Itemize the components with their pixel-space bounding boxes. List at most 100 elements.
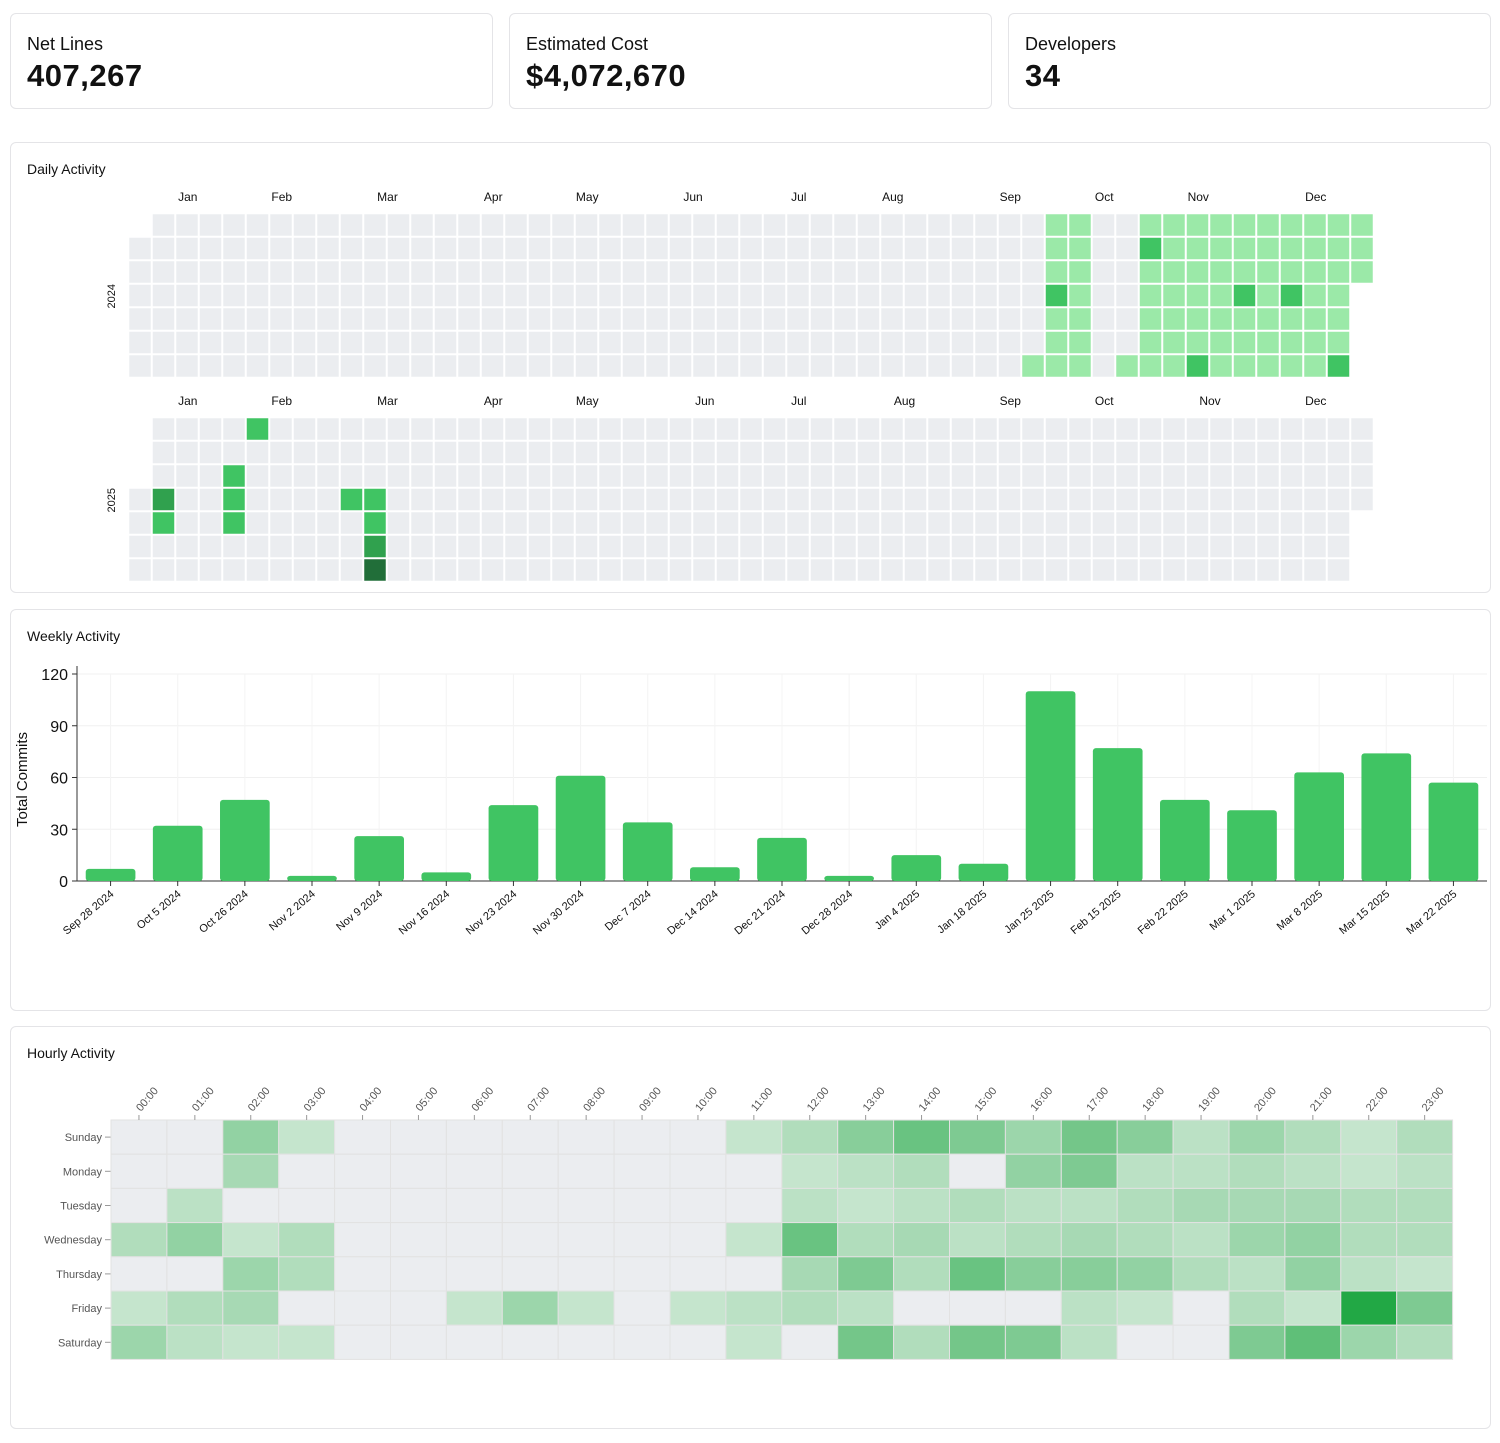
day-cell	[1186, 237, 1209, 260]
day-cell	[551, 488, 575, 511]
day-cell	[175, 464, 199, 488]
day-cell	[222, 307, 246, 331]
col-label: 16:00	[1028, 1085, 1055, 1114]
day-cell	[551, 331, 575, 354]
y-axis-label: Total Commits	[14, 732, 31, 827]
day-cell	[786, 558, 810, 582]
day-cell	[974, 213, 998, 237]
day-cell	[363, 558, 387, 582]
day-cell	[1092, 331, 1115, 354]
day-cell	[575, 354, 598, 378]
day-cell	[622, 213, 645, 237]
day-cell	[692, 260, 716, 284]
month-label: Sep	[1000, 190, 1022, 204]
hour-cell	[613, 1153, 671, 1189]
day-cell	[481, 284, 504, 307]
day-cell	[1115, 441, 1139, 464]
day-cell	[269, 488, 293, 511]
day-cell	[1233, 535, 1256, 558]
day-cell	[269, 417, 293, 441]
day-cell	[645, 464, 669, 488]
hour-cell	[1004, 1153, 1062, 1189]
day-cell	[1327, 441, 1350, 464]
y-tick-label: 120	[41, 667, 68, 684]
day-cell	[998, 558, 1021, 582]
hour-cell	[278, 1256, 336, 1292]
y-tick-label: 60	[50, 771, 68, 788]
day-cell	[904, 511, 927, 535]
day-cell	[551, 354, 575, 378]
hour-cell	[334, 1119, 392, 1155]
month-label: Aug	[882, 190, 903, 204]
x-tick-label: Nov 16 2024	[397, 888, 453, 937]
day-cell	[246, 441, 269, 464]
day-cell	[316, 558, 340, 582]
x-tick-label: Oct 26 2024	[197, 888, 251, 936]
day-cell	[551, 417, 575, 441]
daily-activity-title: Daily Activity	[27, 161, 106, 177]
hour-cell	[669, 1153, 727, 1189]
hour-cell	[1228, 1119, 1286, 1155]
day-cell	[716, 441, 739, 464]
day-cell	[457, 354, 481, 378]
day-cell	[763, 284, 786, 307]
day-cell	[152, 511, 175, 535]
day-cell	[175, 284, 199, 307]
col-label: 21:00	[1308, 1085, 1335, 1114]
day-cell	[199, 488, 222, 511]
x-tick-label: Mar 1 2025	[1208, 888, 1258, 933]
day-cell	[598, 284, 622, 307]
hour-cell	[781, 1290, 839, 1326]
col-label: 01:00	[190, 1085, 217, 1114]
hourly-activity-heatmap: Sunday Monday Tuesday Wednesday Thursday Frid…	[44, 1085, 1454, 1360]
day-cell	[833, 535, 857, 558]
day-cell	[434, 213, 457, 237]
day-cell	[152, 417, 175, 441]
day-cell	[1350, 213, 1374, 237]
day-cell	[434, 417, 457, 441]
day-cell	[1327, 535, 1350, 558]
day-cell	[293, 488, 316, 511]
day-cell	[387, 354, 410, 378]
day-cell	[1092, 535, 1115, 558]
day-cell	[1303, 307, 1327, 331]
month-label: Apr	[484, 394, 503, 408]
day-cell	[1327, 331, 1350, 354]
day-cell	[1139, 260, 1162, 284]
day-cell	[387, 417, 410, 441]
day-cell	[598, 307, 622, 331]
day-cell	[1068, 260, 1092, 284]
day-cell	[598, 464, 622, 488]
day-cell	[598, 535, 622, 558]
day-cell	[340, 558, 363, 582]
day-cell	[340, 464, 363, 488]
day-cell	[316, 307, 340, 331]
day-cell	[199, 237, 222, 260]
hour-cell	[1340, 1187, 1398, 1224]
day-cell	[199, 535, 222, 558]
bar	[85, 868, 136, 881]
day-cell	[457, 535, 481, 558]
day-cell	[504, 488, 528, 511]
col-label: 11:00	[749, 1086, 775, 1114]
row-label: Saturday	[58, 1337, 103, 1349]
x-tick-label: Mar 8 2025	[1275, 888, 1325, 933]
x-tick-label: Dec 28 2024	[800, 888, 856, 937]
day-cell	[1092, 237, 1115, 260]
day-cell	[387, 558, 410, 582]
day-cell	[1045, 307, 1068, 331]
day-cell	[363, 354, 387, 378]
hour-cell	[669, 1256, 727, 1292]
day-cell	[222, 417, 246, 441]
day-cell	[1162, 284, 1186, 307]
hour-cell	[166, 1187, 224, 1224]
hour-cell	[1004, 1324, 1062, 1360]
y-tick-label: 90	[50, 719, 68, 736]
day-cell	[575, 237, 598, 260]
hour-cell	[501, 1119, 559, 1155]
day-cell	[1350, 260, 1374, 284]
day-cell	[904, 535, 927, 558]
day-cell	[316, 284, 340, 307]
day-cell	[175, 441, 199, 464]
day-cell	[1139, 511, 1162, 535]
